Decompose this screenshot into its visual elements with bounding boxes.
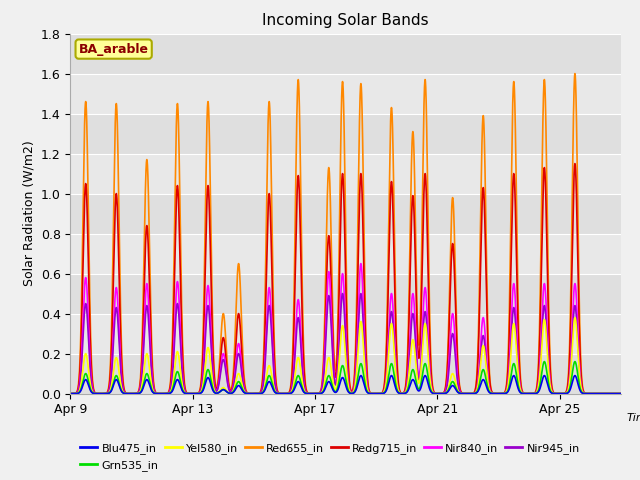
Legend: Blu475_in, Grn535_in, Yel580_in, Red655_in, Redg715_in, Nir840_in, Nir945_in: Blu475_in, Grn535_in, Yel580_in, Red655_… bbox=[76, 439, 584, 475]
Bar bbox=[70, 34, 621, 73]
Bar bbox=[70, 193, 621, 234]
Y-axis label: Solar Radiation (W/m2): Solar Radiation (W/m2) bbox=[22, 141, 35, 287]
Text: Time: Time bbox=[627, 413, 640, 423]
Bar bbox=[70, 114, 621, 154]
Bar bbox=[70, 354, 621, 394]
Bar bbox=[70, 274, 621, 313]
Title: Incoming Solar Bands: Incoming Solar Bands bbox=[262, 13, 429, 28]
Text: BA_arable: BA_arable bbox=[79, 43, 148, 56]
